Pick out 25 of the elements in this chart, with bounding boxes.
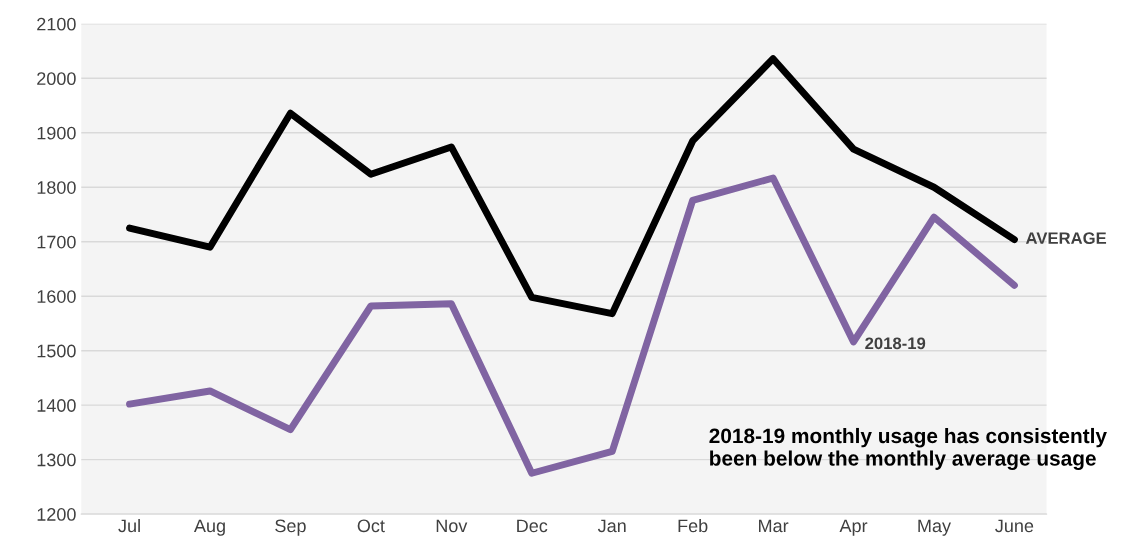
x-tick-label: Oct <box>357 519 385 533</box>
x-tick-label: Feb <box>678 518 708 533</box>
y-tick-label: 2000 <box>37 72 76 86</box>
x-tick-label: Apr <box>839 519 868 536</box>
x-tick-label: Jan <box>597 519 626 533</box>
x-tick-label: Jul <box>118 518 140 533</box>
series-label: AVERAGE <box>1025 232 1107 245</box>
y-tick-label: 1900 <box>37 126 76 140</box>
annotation: 2018-19 monthly usage has consistently been below the monthly average usage <box>709 427 1107 470</box>
y-tick-label: 1200 <box>37 508 76 521</box>
y-tick-label: 1700 <box>37 235 76 249</box>
y-tick-label: 1800 <box>37 181 76 194</box>
y-tick-label: 2100 <box>37 17 76 31</box>
x-tick-label: Mar <box>759 519 789 533</box>
x-tick-label: Dec <box>517 519 548 533</box>
x-tick-label: Sep <box>275 519 306 536</box>
x-tick-label: June <box>995 519 1034 533</box>
x-tick-label: Aug <box>193 519 225 536</box>
y-tick-label: 1300 <box>37 453 76 467</box>
x-tick-label: Nov <box>436 519 468 533</box>
y-tick-label: 1400 <box>37 399 76 412</box>
x-tick-label: May <box>918 519 951 536</box>
y-tick-label: 1600 <box>37 290 76 303</box>
series-label: 2018-19 <box>865 337 926 350</box>
y-tick-label: 1500 <box>37 344 76 358</box>
